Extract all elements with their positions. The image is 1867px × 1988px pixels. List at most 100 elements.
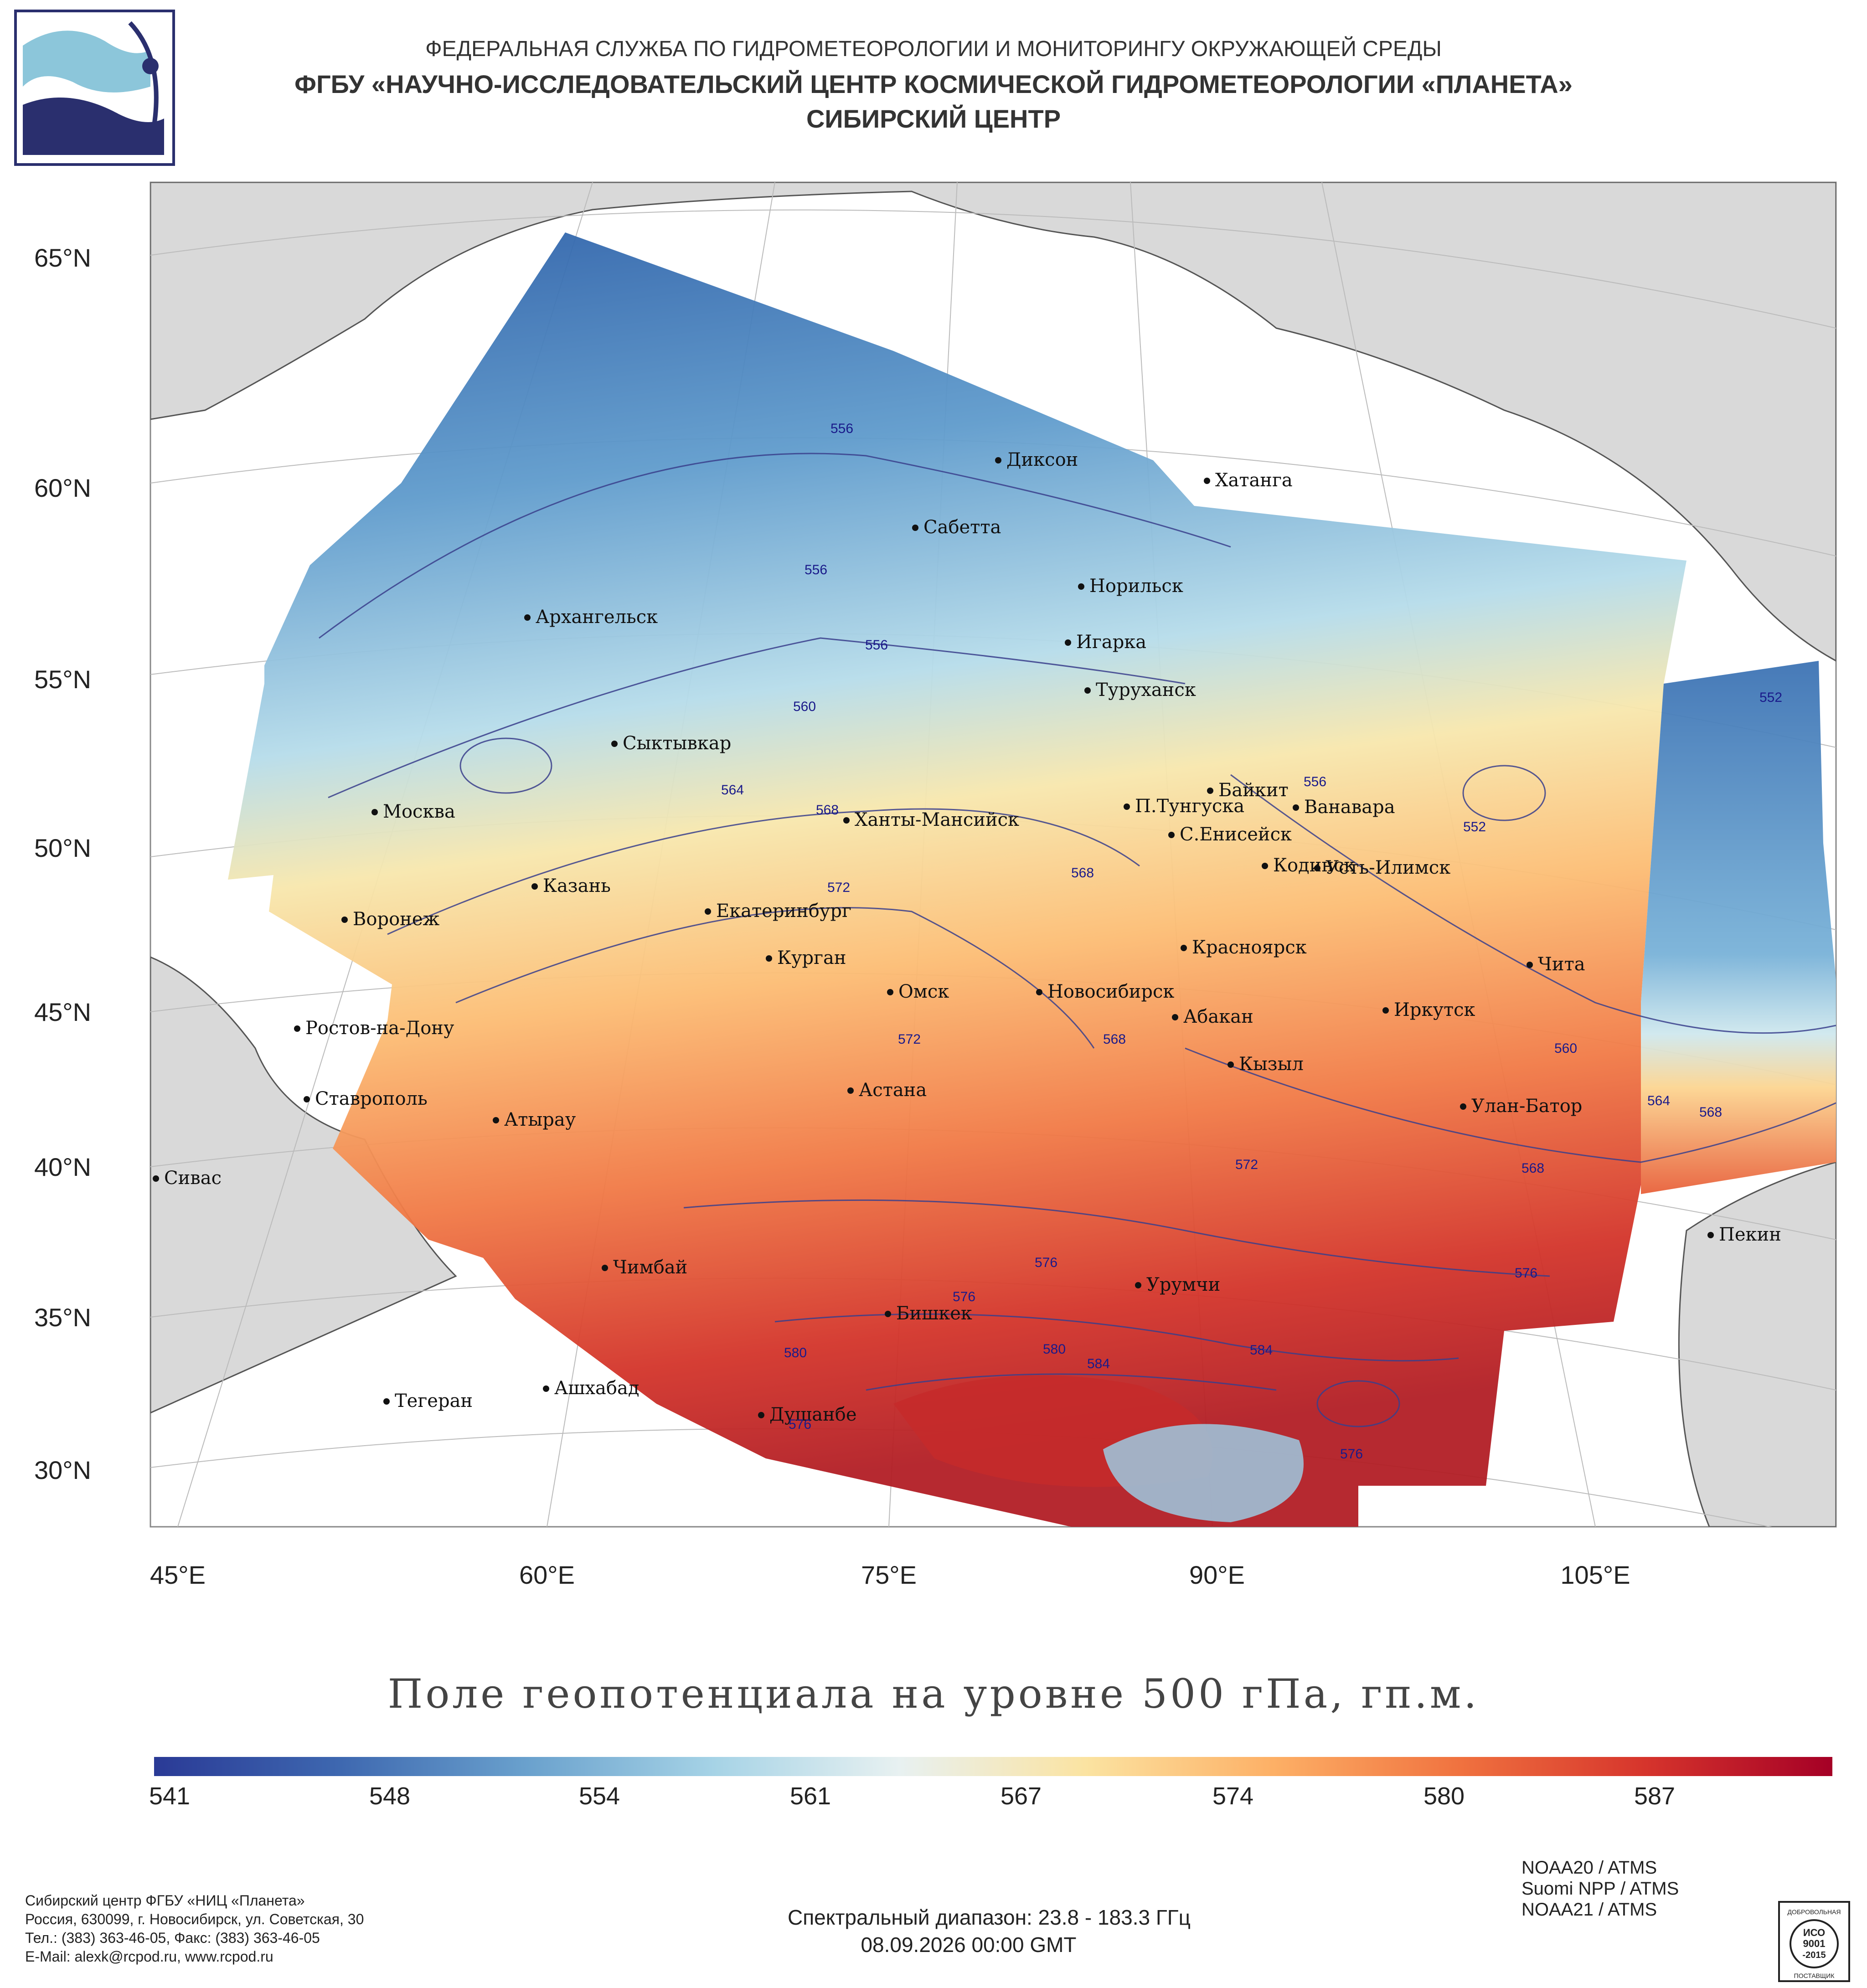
city-abakan: Абакан [1172, 1006, 1253, 1027]
city-arkhangelsk: Архангельск [524, 607, 658, 628]
isoline-label: 568 [1521, 1161, 1544, 1176]
contact-org: Сибирский центр ФГБУ «НИЦ «Планета» [25, 1892, 305, 1909]
caucasus-land [150, 956, 457, 1414]
isoline-label: 584 [1087, 1356, 1110, 1371]
lon-label-75: 75°E [861, 1561, 917, 1589]
isoline-label: 576 [953, 1289, 975, 1304]
city-igarka: Игарка [1065, 632, 1146, 653]
city-moscow: Москва [371, 801, 455, 822]
isoline-label: 560 [793, 699, 816, 714]
isolines [319, 453, 1836, 1427]
svg-text:ДОБРОВОЛЬНАЯ: ДОБРОВОЛЬНАЯ [1787, 1908, 1841, 1916]
isoline-label: 556 [805, 562, 827, 577]
colorbar [154, 1757, 1832, 1776]
isoline-label: 568 [816, 803, 839, 818]
svg-text:Ашхабад: Ашхабад [554, 1378, 639, 1399]
colorbar-tick: 548 [369, 1782, 411, 1810]
svg-text:Игарка: Игарка [1076, 632, 1146, 653]
city-omsk: Омск [887, 981, 949, 1002]
isoline-label: 556 [830, 421, 853, 436]
isoline-label: 556 [1304, 774, 1326, 789]
svg-text:С.Енисейск: С.Енисейск [1180, 824, 1292, 845]
city-norilsk: Норильск [1078, 576, 1183, 597]
colorbar-tick: 574 [1212, 1782, 1254, 1810]
city-s-yeniseysk: С.Енисейск [1168, 824, 1292, 845]
svg-text:Бишкек: Бишкек [896, 1303, 972, 1324]
city-atyrau: Атырау [493, 1109, 576, 1130]
city-p-tunguska: П.Тунгуска [1124, 796, 1244, 817]
svg-text:Астана: Астана [859, 1080, 927, 1101]
isoline-label: 568 [1699, 1105, 1722, 1120]
city-krasnoyarsk: Красноярск [1181, 937, 1307, 958]
isoline-label: 560 [1554, 1041, 1577, 1056]
lon-label-60: 60°E [519, 1561, 575, 1589]
contact-phone: Тел.: (383) 363-46-05, Факс: (383) 363-4… [25, 1930, 320, 1946]
city-kodinsk: Кодинск [1262, 855, 1355, 876]
svg-text:Усть-Илимск: Усть-Илимск [1325, 857, 1450, 878]
isoline-label: 580 [784, 1345, 807, 1360]
isoline-label: 568 [1071, 865, 1094, 881]
lon-label-45: 45°E [150, 1561, 206, 1589]
geopotential-map: 65°N 60°N 55°N 50°N 45°N 40°N 35°N 30°N … [34, 181, 1837, 1589]
svg-text:Чимбай: Чимбай [613, 1257, 687, 1278]
svg-text:Ханты-Мансийск: Ханты-Мансийск [855, 809, 1019, 830]
latitude-labels: 65°N 60°N 55°N 50°N 45°N 40°N 35°N 30°N [34, 243, 91, 1484]
isoline-label: 572 [1235, 1157, 1258, 1172]
svg-text:ПОСТАВЩИК: ПОСТАВЩИК [1794, 1972, 1835, 1979]
city-sivas: Сивас [153, 1168, 222, 1189]
header-agency-line: ФЕДЕРАЛЬНАЯ СЛУЖБА ПО ГИДРОМЕТЕОРОЛОГИИ … [425, 37, 1442, 61]
city-yekaterinburg: Екатеринбург [705, 901, 851, 922]
svg-text:Хатанга: Хатанга [1215, 470, 1293, 491]
svg-text:Ванавара: Ванавара [1304, 797, 1395, 818]
svg-text:Кызыл: Кызыл [1239, 1054, 1304, 1075]
colorbar-tick: 541 [149, 1782, 191, 1810]
city-khatanga: Хатанга [1204, 470, 1293, 491]
svg-text:Казань: Казань [543, 876, 611, 896]
lon-label-105: 105°E [1560, 1561, 1630, 1589]
svg-text:Кодинск: Кодинск [1273, 855, 1355, 876]
isoline-label: 552 [1463, 819, 1486, 834]
colorbar-tick: 561 [789, 1782, 831, 1810]
svg-text:Пекин: Пекин [1719, 1224, 1781, 1245]
svg-text:Тегеран: Тегеран [395, 1391, 473, 1411]
svg-text:П.Тунгуска: П.Тунгуска [1135, 796, 1244, 817]
lat-label-60: 60°N [34, 474, 91, 502]
isoline-label: 584 [1250, 1343, 1273, 1358]
isoline-label: 576 [1035, 1255, 1057, 1270]
city-kyzyl: Кызыл [1227, 1054, 1304, 1075]
svg-text:Архангельск: Архангельск [536, 607, 658, 628]
city-beijing: Пекин [1707, 1224, 1781, 1245]
contact-email: E-Mail: alexk@rcpod.ru, www.rcpod.ru [25, 1948, 273, 1965]
city-dikson: Диксон [995, 449, 1078, 470]
spectral-range: Спектральный диапазон: 23.8 - 183.3 ГГц [787, 1906, 1191, 1929]
svg-text:Сабетта: Сабетта [923, 517, 1001, 538]
city-novosibirsk: Новосибирск [1036, 981, 1174, 1002]
isoline-label: 564 [1647, 1093, 1670, 1108]
svg-text:Байкит: Байкит [1218, 780, 1289, 801]
lon-label-90: 90°E [1189, 1561, 1245, 1589]
city-voronezh: Воронеж [341, 909, 439, 930]
svg-text:Москва: Москва [383, 801, 455, 822]
city-stavropol: Ставрополь [304, 1088, 428, 1109]
svg-text:Ростов-на-Дону: Ростов-на-Дону [305, 1018, 454, 1039]
colorbar-tick: 554 [578, 1782, 620, 1810]
city-astana: Астана [847, 1080, 927, 1101]
lat-label-40: 40°N [34, 1153, 91, 1181]
svg-text:Екатеринбург: Екатеринбург [716, 901, 851, 922]
svg-text:Воронеж: Воронеж [353, 909, 439, 930]
svg-text:Новосибирск: Новосибирск [1047, 981, 1174, 1002]
header-institute-line: ФГБУ «НАУЧНО-ИССЛЕДОВАТЕЛЬСКИЙ ЦЕНТР КОС… [294, 70, 1573, 98]
svg-text:Сивас: Сивас [164, 1168, 222, 1189]
city-ashgabat: Ашхабад [543, 1378, 639, 1399]
svg-text:Омск: Омск [898, 981, 949, 1002]
isoline-label: 576 [1340, 1447, 1363, 1462]
isoline-label: 568 [1103, 1032, 1126, 1047]
city-dushanbe: Душанбе [758, 1404, 857, 1425]
geopotential-field-main [228, 232, 1686, 1527]
city-syktyvkar: Сыктывкар [611, 733, 731, 754]
svg-text:Улан-Батор: Улан-Батор [1471, 1096, 1582, 1117]
geopotential-field-east [1641, 661, 1836, 1194]
lat-label-35: 35°N [34, 1303, 91, 1332]
city-kurgan: Курган [766, 948, 846, 968]
isoline-label: 564 [721, 783, 744, 798]
